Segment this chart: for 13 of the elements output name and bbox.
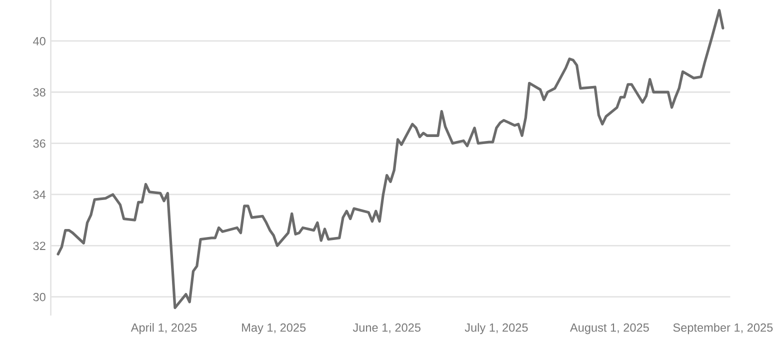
x-tick-label: April 1, 2025 (130, 323, 197, 334)
x-tick-label: July 1, 2025 (464, 323, 528, 334)
line-series (56, 8, 724, 310)
y-tick-label: 40 (33, 36, 46, 46)
y-tick-label: 30 (33, 292, 46, 302)
y-tick-label: 34 (33, 190, 46, 199)
x-tick-label: September 1, 2025 (673, 323, 773, 334)
x-tick-label: June 1, 2025 (352, 323, 420, 334)
y-tick-label: 38 (33, 88, 46, 97)
x-tick-label: August 1, 2025 (570, 323, 649, 334)
y-tick-label: 36 (33, 139, 46, 148)
y-tick-label: 32 (33, 242, 46, 250)
x-tick-label: May 1, 2025 (242, 323, 306, 334)
